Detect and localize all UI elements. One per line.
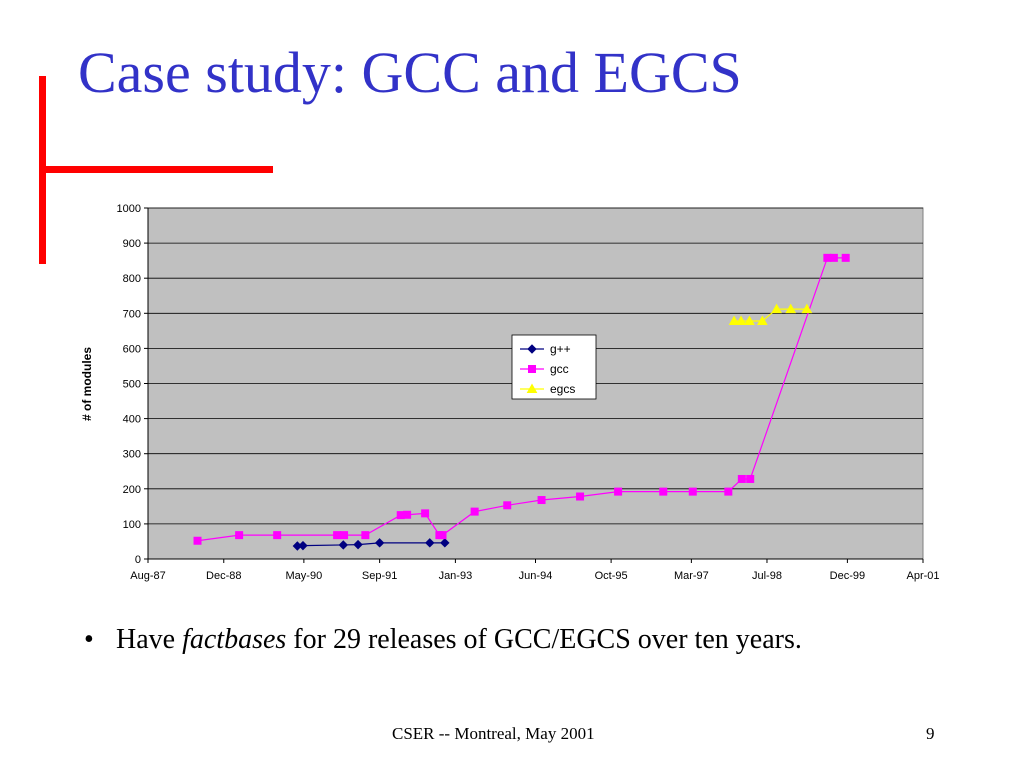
data-point: [425, 538, 435, 548]
data-point: [724, 487, 733, 496]
y-tick-label: 400: [123, 414, 141, 426]
page-number: 9: [926, 724, 935, 743]
data-point: [728, 315, 740, 326]
data-point: [785, 303, 797, 314]
y-tick-label: 0: [135, 554, 141, 566]
data-point: [823, 253, 832, 262]
bullet-text-before: Have: [116, 624, 183, 655]
chart-legend: g++ gcc egcs: [511, 334, 597, 400]
y-tick-label: 100: [123, 519, 141, 531]
y-tick-label: 500: [123, 379, 141, 391]
data-point: [421, 509, 430, 518]
data-point: [576, 492, 585, 501]
axes: 0 100 200 300 400 500 600 700 800 900 1000 Aug-87 De…: [117, 203, 940, 582]
bullet-marker: •: [84, 624, 94, 655]
series-egcs: [728, 303, 813, 326]
data-point: [438, 531, 447, 540]
legend-item: g++: [520, 342, 571, 356]
legend-item: egcs: [520, 382, 575, 396]
data-point: [801, 303, 813, 314]
data-point: [361, 531, 370, 540]
data-point: [338, 540, 349, 550]
y-tick-label: 300: [123, 449, 141, 461]
data-point: [737, 474, 746, 483]
x-tick-label: Jun-94: [519, 570, 553, 582]
data-point: [659, 487, 668, 496]
y-tick-label: 700: [123, 308, 141, 320]
data-point: [193, 536, 202, 545]
x-tick-label: Sep-91: [362, 570, 397, 582]
data-point: [273, 531, 282, 540]
bullet-point: • Have factbases for 29 releases of GCC/E…: [84, 624, 802, 656]
series-layer: [193, 253, 850, 551]
data-point: [756, 315, 768, 326]
line-chart: 0 100 200 300 400 500 600 700 800 900 1000 Aug-87 De…: [80, 203, 940, 582]
data-point: [353, 539, 363, 550]
data-point: [333, 531, 342, 540]
data-point: [744, 315, 755, 326]
series-g: [292, 538, 450, 551]
data-point: [614, 487, 623, 496]
data-point: [771, 303, 782, 314]
x-tick-label: Dec-99: [830, 570, 865, 582]
data-point: [841, 253, 850, 262]
data-point: [735, 315, 747, 326]
x-tick-label: Dec-88: [206, 570, 241, 582]
legend-label: egcs: [550, 382, 575, 396]
x-tick-label: Apr-01: [906, 570, 939, 582]
x-tick-label: May-90: [286, 570, 323, 582]
x-tick-label: Aug-87: [130, 570, 165, 582]
y-tick-label: 200: [123, 484, 141, 496]
data-point: [374, 538, 385, 548]
y-axis-label: # of modules: [80, 347, 94, 421]
data-point: [403, 510, 412, 519]
red-accent-horizontal-bar: [39, 166, 273, 173]
x-tick-label: Mar-97: [674, 570, 709, 582]
legend-item: gcc: [520, 362, 569, 376]
data-point: [688, 487, 697, 496]
x-tick-label: Jan-93: [439, 570, 473, 582]
series-gcc: [193, 253, 850, 545]
y-tick-label: 600: [123, 343, 141, 355]
data-point: [537, 496, 546, 505]
legend-label: gcc: [550, 362, 569, 376]
x-tick-label: Jul-98: [752, 570, 782, 582]
data-point: [470, 507, 479, 516]
legend-label: g++: [550, 342, 571, 356]
legend-marker: [528, 365, 536, 373]
data-point: [235, 531, 244, 540]
legend-marker: [526, 383, 538, 393]
data-point: [340, 531, 349, 540]
x-tick-label: Oct-95: [595, 570, 628, 582]
bullet-text-after: for 29 releases of GCC/EGCS over ten yea…: [286, 624, 802, 655]
data-point: [746, 474, 755, 483]
slide-title: Case study: GCC and EGCS: [78, 40, 742, 105]
footer-text: CSER -- Montreal, May 2001: [392, 724, 595, 743]
data-point: [503, 501, 512, 510]
data-point: [440, 538, 450, 548]
y-tick-label: 800: [123, 273, 141, 285]
legend-box: [511, 334, 597, 400]
data-point: [298, 540, 308, 551]
data-point: [829, 253, 838, 262]
y-tick-label: 1000: [117, 203, 141, 215]
y-tick-label: 900: [123, 238, 141, 250]
bullet-text-emphasis: factbases: [182, 624, 287, 655]
legend-marker: [527, 344, 537, 354]
